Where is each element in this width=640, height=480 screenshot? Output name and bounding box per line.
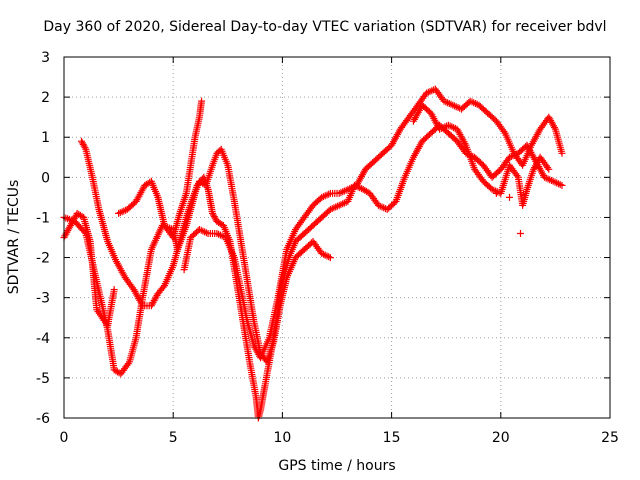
data-point <box>545 165 553 173</box>
data-point <box>198 97 206 105</box>
data-point <box>437 124 445 132</box>
data-point <box>332 203 340 211</box>
tick-labels: 0 5 10 15 20 25 -6 -5 -4 -3 -2 -1 0 1 2 3 <box>36 50 619 446</box>
plot-frame <box>63 56 611 419</box>
data-point <box>506 193 513 201</box>
data-point <box>349 183 357 191</box>
x-axis-title: GPS time / hours <box>278 458 395 474</box>
data-point <box>500 128 508 135</box>
y-tick-label: -6 <box>36 411 50 427</box>
data-point <box>213 230 221 237</box>
data-point <box>159 283 167 291</box>
data-point <box>451 102 458 110</box>
data-point <box>115 209 123 217</box>
y-tick-label: -3 <box>36 291 50 307</box>
data-point <box>513 172 521 180</box>
data-point <box>517 230 524 237</box>
data-point <box>441 123 449 131</box>
data-point <box>80 142 88 150</box>
x-tick-label: 25 <box>601 430 619 446</box>
data-point <box>558 181 566 189</box>
data-point <box>488 185 496 193</box>
data-point <box>461 140 469 147</box>
data-point <box>197 226 205 234</box>
data-point <box>326 254 334 262</box>
y-tick-label: -4 <box>36 331 50 347</box>
y-tick-label: 1 <box>41 130 50 146</box>
y-tick-label: -1 <box>36 210 50 226</box>
data-point <box>448 123 456 131</box>
data-point <box>325 253 333 261</box>
data-point <box>541 173 548 181</box>
data-point <box>216 231 224 239</box>
data-point <box>323 191 331 199</box>
y-axis-title: SDTVAR / TECUs <box>6 180 22 295</box>
data-point <box>81 144 89 152</box>
data-point <box>444 121 452 129</box>
data-point <box>325 190 333 198</box>
data-point <box>424 88 432 96</box>
data-point <box>342 186 350 194</box>
data-point <box>445 100 453 107</box>
data-point <box>544 164 552 172</box>
data-point <box>472 100 479 107</box>
data-point <box>346 185 354 193</box>
data-point <box>492 189 500 197</box>
data-point <box>378 203 386 211</box>
data-point <box>335 189 343 197</box>
data-point <box>449 101 457 109</box>
data-point <box>339 188 347 196</box>
data-point <box>328 205 336 213</box>
y-tick-label: -5 <box>36 371 50 387</box>
data-point <box>551 124 558 131</box>
x-tick-label: 5 <box>169 430 178 446</box>
y-tick-label: 2 <box>41 90 50 106</box>
data-point <box>202 229 210 237</box>
data-point <box>323 252 331 260</box>
y-tick-label: 3 <box>41 50 50 66</box>
data-point <box>339 200 347 208</box>
data-point <box>320 250 327 258</box>
data-point <box>555 180 562 188</box>
data-point <box>548 177 555 184</box>
data-point <box>558 149 566 157</box>
data-point <box>335 201 343 209</box>
data-point <box>78 137 85 145</box>
data-point <box>551 178 559 186</box>
data-points <box>60 85 566 422</box>
y-tick-label: 0 <box>41 170 50 186</box>
x-tick-label: 10 <box>273 430 291 446</box>
data-point <box>468 98 476 106</box>
y-tick-label: -2 <box>36 251 50 267</box>
gridlines <box>64 57 610 418</box>
data-point <box>210 213 218 221</box>
data-point <box>110 286 118 294</box>
x-tick-label: 15 <box>383 430 401 446</box>
data-point <box>320 193 327 201</box>
data-point <box>375 201 382 209</box>
data-point <box>544 175 552 183</box>
chart-title: Day 360 of 2020, Sidereal Day-to-day VTE… <box>43 19 606 35</box>
x-tick-label: 0 <box>60 430 69 446</box>
data-point <box>209 211 217 219</box>
data-point <box>199 227 207 235</box>
data-point <box>442 98 450 106</box>
data-point <box>118 208 126 216</box>
x-tick-label: 20 <box>492 430 510 446</box>
